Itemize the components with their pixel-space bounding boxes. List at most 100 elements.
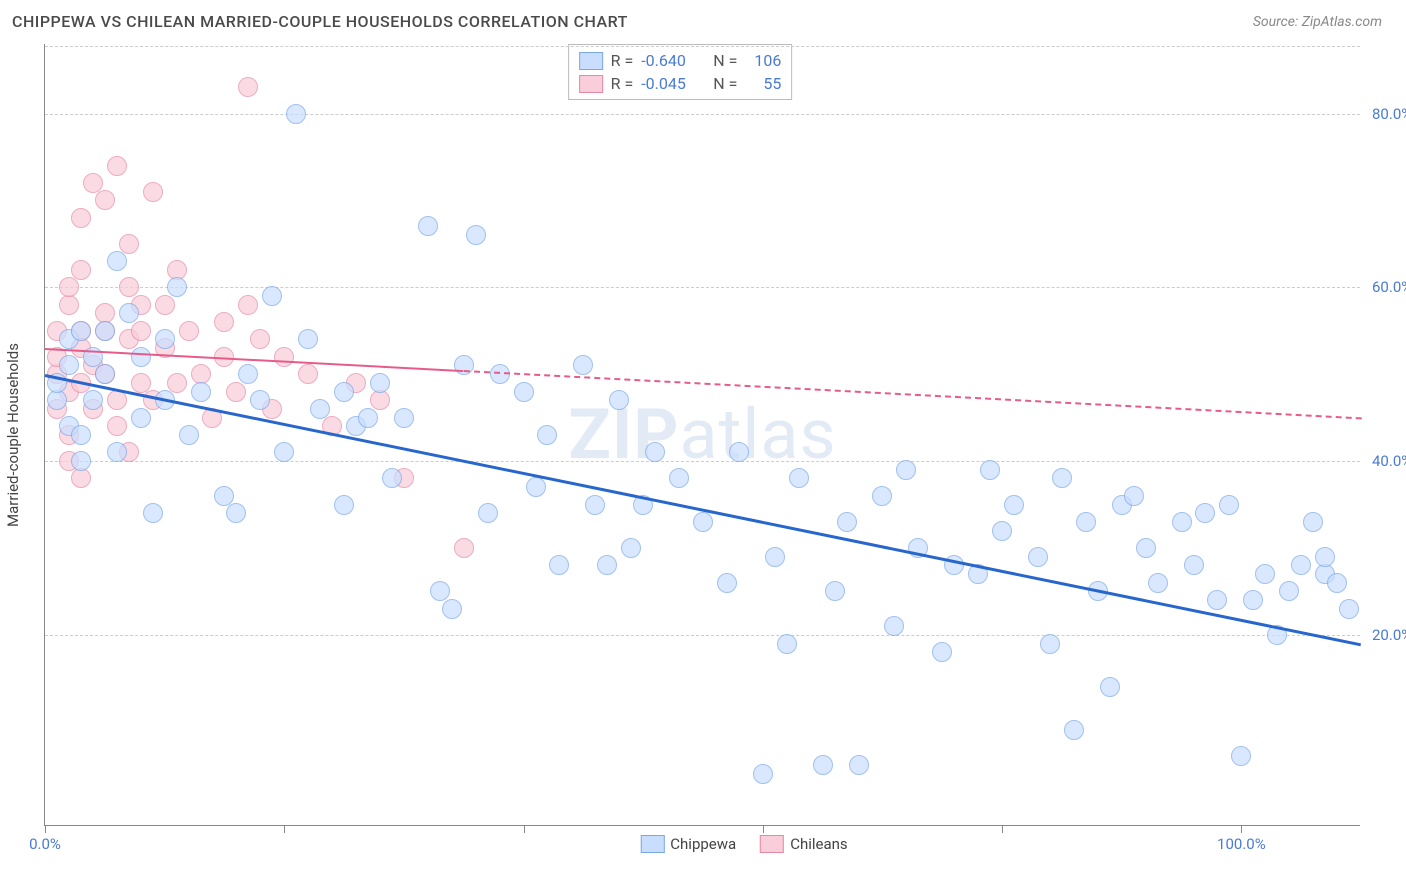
chippewa-point — [1207, 590, 1227, 610]
chippewa-point — [131, 347, 151, 367]
swatch-chileans — [760, 835, 784, 853]
chippewa-point — [549, 555, 569, 575]
chippewa-point — [71, 451, 91, 471]
chippewa-point — [1255, 564, 1275, 584]
chippewa-point — [191, 382, 211, 402]
legend-item-chippewa: Chippewa — [640, 835, 736, 853]
chippewa-point — [932, 642, 952, 662]
n-label: N = — [713, 74, 737, 93]
watermark: ZIPatlas — [568, 394, 836, 476]
legend-label-chippewa: Chippewa — [670, 835, 736, 853]
gridline — [45, 46, 1360, 47]
chippewa-point — [107, 251, 127, 271]
chileans-point — [119, 234, 139, 254]
swatch-chippewa — [640, 835, 664, 853]
chippewa-point — [83, 390, 103, 410]
source-name: ZipAtlas.com — [1302, 14, 1382, 30]
chippewa-point — [514, 382, 534, 402]
chippewa-point — [334, 495, 354, 515]
chippewa-point — [358, 408, 378, 428]
x-tick-label: 0.0% — [29, 835, 61, 853]
chileans-point — [179, 321, 199, 341]
chippewa-point — [71, 321, 91, 341]
chippewa-point — [1124, 486, 1144, 506]
chippewa-point — [226, 503, 246, 523]
chileans-point — [59, 277, 79, 297]
chileans-point — [167, 373, 187, 393]
chart-header: CHIPPEWA VS CHILEAN MARRIED-COUPLE HOUSE… — [0, 0, 1406, 37]
chippewa-point — [980, 460, 1000, 480]
chippewa-point — [71, 425, 91, 445]
chileans-point — [370, 390, 390, 410]
chippewa-point — [478, 503, 498, 523]
chileans-point — [238, 77, 258, 97]
series-legend: Chippewa Chileans — [640, 835, 847, 853]
n-value-chileans: 55 — [745, 74, 781, 93]
chippewa-point — [167, 277, 187, 297]
chippewa-point — [729, 442, 749, 462]
chippewa-point — [573, 355, 593, 375]
chippewa-point — [214, 486, 234, 506]
chileans-point — [238, 295, 258, 315]
chippewa-point — [250, 390, 270, 410]
chippewa-point — [454, 355, 474, 375]
chippewa-point — [131, 408, 151, 428]
chippewa-point — [274, 442, 294, 462]
chippewa-point — [143, 503, 163, 523]
n-label: N = — [713, 51, 737, 70]
x-tick-label: 100.0% — [1217, 835, 1266, 853]
chippewa-point — [394, 408, 414, 428]
chileans-point — [71, 208, 91, 228]
chippewa-point — [1028, 547, 1048, 567]
chippewa-point — [1291, 555, 1311, 575]
chippewa-point — [777, 634, 797, 654]
chippewa-point — [119, 303, 139, 323]
chippewa-point — [849, 755, 869, 775]
chileans-point — [131, 373, 151, 393]
chileans-point — [119, 277, 139, 297]
chileans-point — [143, 182, 163, 202]
chippewa-point — [825, 581, 845, 601]
r-value-chileans: -0.045 — [641, 74, 697, 93]
chileans-point — [107, 156, 127, 176]
chippewa-point — [1279, 581, 1299, 601]
chippewa-point — [1243, 590, 1263, 610]
chippewa-point — [669, 468, 689, 488]
legend-row-chippewa: R = -0.640 N = 106 — [579, 49, 782, 72]
chippewa-point — [753, 764, 773, 784]
chileans-point — [155, 295, 175, 315]
chippewa-point — [1148, 573, 1168, 593]
scatter-plot-area: Married-couple Households ZIPatlas R = -… — [44, 44, 1360, 826]
chippewa-point — [693, 512, 713, 532]
y-tick-label: 20.0% — [1364, 626, 1406, 644]
chippewa-point — [717, 573, 737, 593]
chippewa-point — [1339, 599, 1359, 619]
chippewa-point — [837, 512, 857, 532]
r-value-chippewa: -0.640 — [641, 51, 697, 70]
chippewa-point — [884, 616, 904, 636]
chippewa-point — [466, 225, 486, 245]
chippewa-point — [418, 216, 438, 236]
chippewa-point — [1219, 495, 1239, 515]
x-tick — [524, 825, 525, 833]
chippewa-point — [1303, 512, 1323, 532]
watermark-rest: atlas — [679, 394, 836, 476]
chippewa-point — [107, 442, 127, 462]
chippewa-point — [1327, 573, 1347, 593]
x-tick — [284, 825, 285, 833]
chippewa-point — [370, 373, 390, 393]
chippewa-point — [1136, 538, 1156, 558]
chippewa-point — [310, 399, 330, 419]
chippewa-point — [1184, 555, 1204, 575]
chippewa-point — [765, 547, 785, 567]
chileans-point — [71, 260, 91, 280]
chippewa-point — [179, 425, 199, 445]
chippewa-point — [334, 382, 354, 402]
chippewa-point — [526, 477, 546, 497]
y-tick-label: 60.0% — [1364, 278, 1406, 296]
chileans-point — [59, 295, 79, 315]
chippewa-point — [286, 104, 306, 124]
chileans-point — [83, 173, 103, 193]
r-label: R = — [611, 51, 634, 70]
y-tick-label: 80.0% — [1364, 105, 1406, 123]
